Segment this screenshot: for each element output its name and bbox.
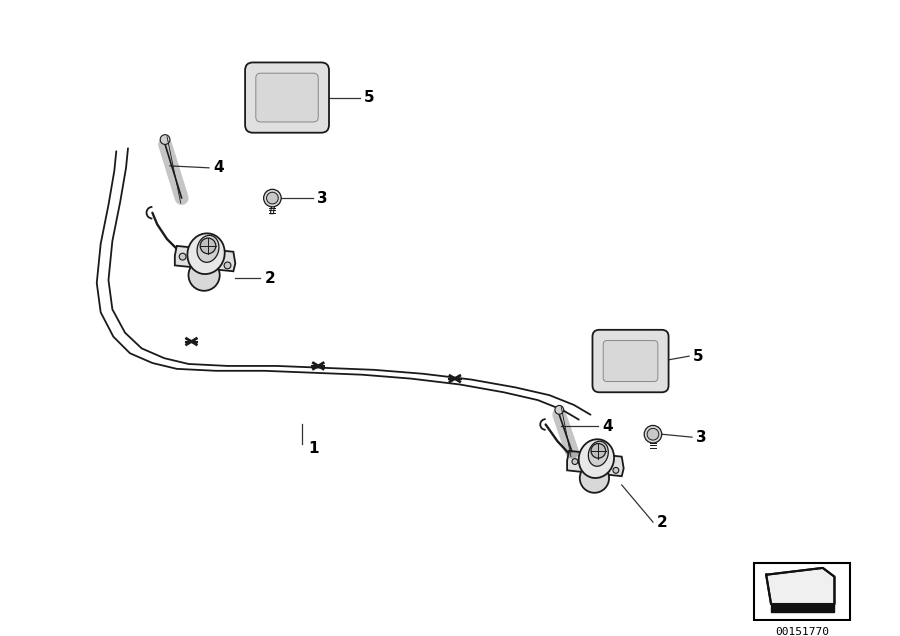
Text: 3: 3 [318, 191, 328, 205]
Ellipse shape [591, 443, 606, 458]
Bar [754, 563, 850, 619]
Ellipse shape [200, 238, 216, 254]
Ellipse shape [187, 233, 225, 274]
Circle shape [572, 459, 578, 464]
Ellipse shape [589, 441, 608, 466]
Text: 5: 5 [364, 90, 374, 105]
Polygon shape [175, 246, 235, 272]
FancyBboxPatch shape [603, 340, 658, 382]
Text: 4: 4 [602, 419, 613, 434]
Circle shape [613, 467, 619, 473]
Circle shape [266, 192, 278, 204]
Circle shape [555, 405, 563, 414]
Text: 2: 2 [265, 270, 275, 286]
Text: 3: 3 [696, 430, 706, 445]
Polygon shape [766, 568, 834, 604]
Ellipse shape [197, 235, 219, 262]
Circle shape [188, 259, 220, 291]
Ellipse shape [579, 439, 614, 478]
FancyBboxPatch shape [245, 62, 329, 133]
Circle shape [580, 464, 609, 493]
Circle shape [224, 262, 231, 269]
Circle shape [264, 190, 281, 207]
Circle shape [644, 425, 662, 443]
Text: 00151770: 00151770 [775, 628, 829, 636]
FancyBboxPatch shape [592, 330, 669, 392]
Circle shape [160, 135, 170, 144]
Polygon shape [567, 451, 624, 476]
Circle shape [647, 429, 659, 440]
Text: 4: 4 [213, 160, 223, 176]
Circle shape [179, 253, 186, 260]
Text: 1: 1 [309, 441, 319, 457]
Polygon shape [771, 604, 834, 612]
Text: 5: 5 [693, 349, 704, 364]
FancyBboxPatch shape [256, 73, 319, 122]
Text: 2: 2 [657, 515, 668, 530]
